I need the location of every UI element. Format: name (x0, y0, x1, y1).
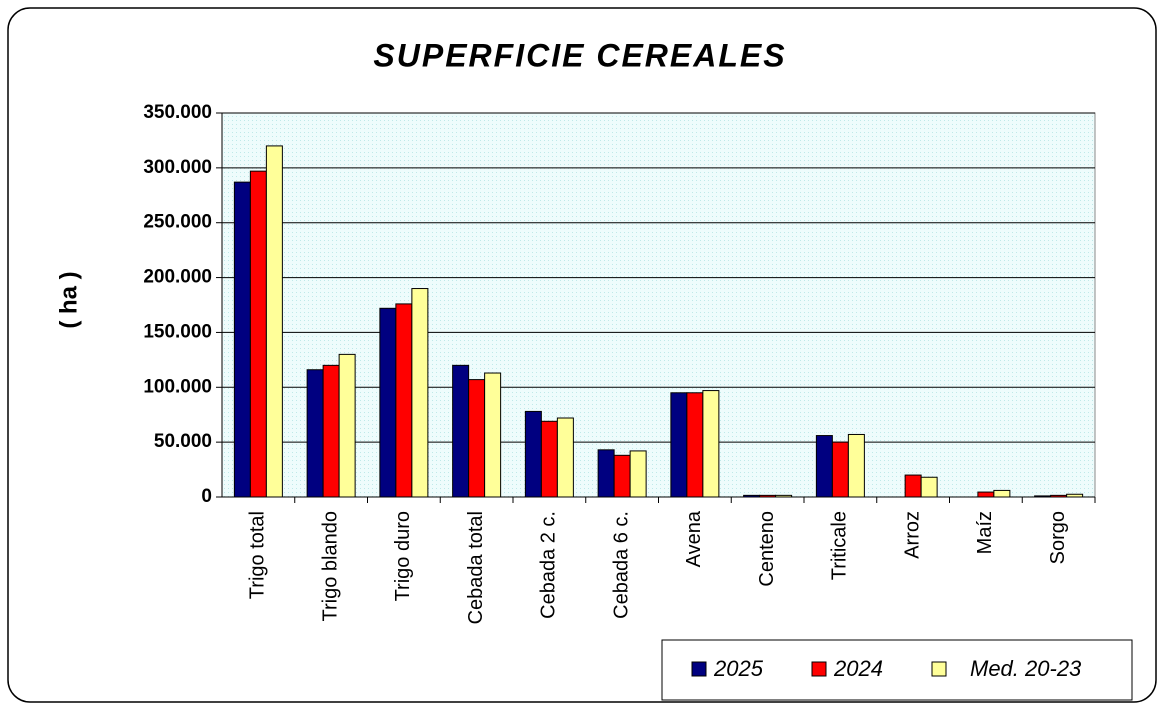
bar (338, 353, 356, 498)
y-tick-label: 100.000 (143, 376, 212, 397)
bar (904, 474, 922, 498)
legend-label: Med. 20-23 (970, 656, 1082, 681)
bar (993, 489, 1011, 498)
legend-swatch (691, 661, 707, 677)
bar (233, 181, 251, 498)
bar (613, 454, 631, 498)
bar (468, 379, 486, 498)
bar (702, 390, 720, 498)
bar (265, 145, 283, 498)
bar (977, 491, 995, 498)
bar (540, 420, 558, 498)
bar (249, 170, 267, 498)
y-tick-label: 350.000 (143, 102, 212, 123)
y-tick-label: 150.000 (143, 321, 212, 342)
x-tick-label: Avena (683, 510, 705, 567)
chart-title: SUPERFICIE CEREALES (373, 37, 786, 73)
bar (847, 433, 865, 498)
y-tick-label: 250.000 (143, 212, 212, 233)
legend-box (661, 639, 1133, 701)
x-tick-label: Trigo duro (392, 511, 414, 601)
legend-label: 2024 (833, 656, 883, 681)
bar (629, 450, 647, 498)
bar (556, 417, 574, 498)
x-tick-label: Arroz (901, 511, 923, 559)
bar (597, 449, 615, 498)
y-tick-label: 0 (201, 486, 212, 507)
x-tick-label: Trigo blando (319, 511, 341, 621)
y-tick-label: 200.000 (143, 267, 212, 288)
bar (411, 288, 429, 498)
x-tick-label: Cebada total (465, 511, 487, 624)
plot-area (221, 112, 1096, 498)
x-tick-label: Centeno (756, 511, 778, 587)
bar (815, 435, 833, 498)
bar (686, 392, 704, 498)
x-tick-label: Sorgo (1047, 511, 1069, 564)
bar (831, 441, 849, 498)
bar (452, 364, 470, 498)
bar (670, 392, 688, 498)
bar (322, 364, 340, 498)
bar (920, 476, 938, 498)
x-tick-label: Trigo total (247, 511, 269, 599)
legend-label: 2025 (713, 656, 764, 681)
x-tick-label: Maíz (974, 511, 996, 554)
x-tick-label: Triticale (829, 511, 851, 580)
legend-swatch (931, 661, 947, 677)
bar (306, 369, 324, 498)
y-tick-label: 300.000 (143, 157, 212, 178)
x-tick-label: Cebada 6 c. (610, 511, 632, 619)
bar (395, 303, 413, 498)
bar (379, 307, 397, 498)
bar (484, 372, 502, 498)
y-axis-label: ( ha ) (55, 271, 82, 328)
legend-swatch (811, 661, 827, 677)
y-tick-label: 50.000 (154, 431, 212, 452)
x-tick-label: Cebada 2 c. (538, 511, 560, 619)
bar (524, 410, 542, 498)
